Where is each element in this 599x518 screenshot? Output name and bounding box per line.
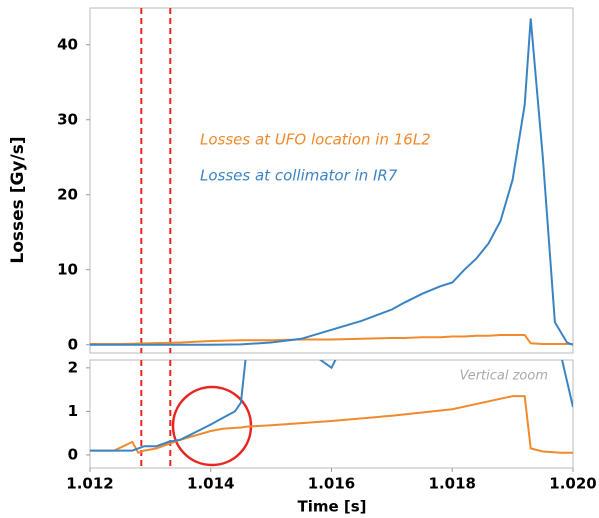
series-line — [90, 395, 573, 455]
series-line — [90, 360, 573, 452]
plot-frame — [89, 7, 574, 354]
y-tick-label: 0 — [68, 335, 78, 353]
legend-label: Losses at UFO location in 16L2 — [200, 131, 431, 149]
x-tick-label: 1.012 — [66, 475, 113, 493]
x-tick-label: 1.014 — [187, 475, 234, 493]
y-tick-label: 40 — [57, 35, 78, 53]
legend-label: Losses at collimator in IR7 — [200, 167, 398, 185]
x-axis-label: Time [s] — [297, 498, 366, 516]
x-tick-label: 1.018 — [429, 475, 476, 493]
y-tick-label: 2 — [68, 358, 78, 376]
y-tick-label: 20 — [57, 185, 78, 203]
annotation: Vertical zoom — [460, 369, 548, 384]
y-axis-label: Losses [Gy/s] — [8, 136, 28, 263]
y-tick-label: 1 — [68, 402, 78, 420]
series-line — [90, 18, 573, 346]
series-line — [90, 334, 573, 345]
x-tick-label: 1.020 — [549, 475, 596, 493]
y-tick-label: 0 — [68, 445, 78, 463]
x-tick-label: 1.016 — [308, 475, 355, 493]
y-tick-label: 30 — [57, 110, 78, 128]
highlight-circle — [171, 385, 253, 467]
y-tick-label: 10 — [57, 260, 78, 278]
